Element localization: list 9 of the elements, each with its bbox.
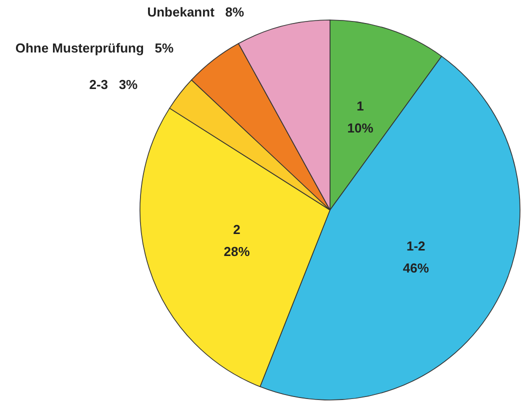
slice-label: Unbekannt 8%	[147, 4, 244, 20]
slice-label: 2-3 3%	[89, 76, 138, 92]
slice-label: 1-2	[406, 238, 426, 254]
data-label: 10%	[347, 120, 374, 136]
slice-label: Ohne Musterprüfung 5%	[15, 40, 174, 56]
slice-label: 2	[233, 222, 240, 237]
data-label: 28%	[224, 244, 250, 259]
data-label: 46%	[402, 260, 430, 276]
slice-label: 1	[356, 98, 364, 114]
